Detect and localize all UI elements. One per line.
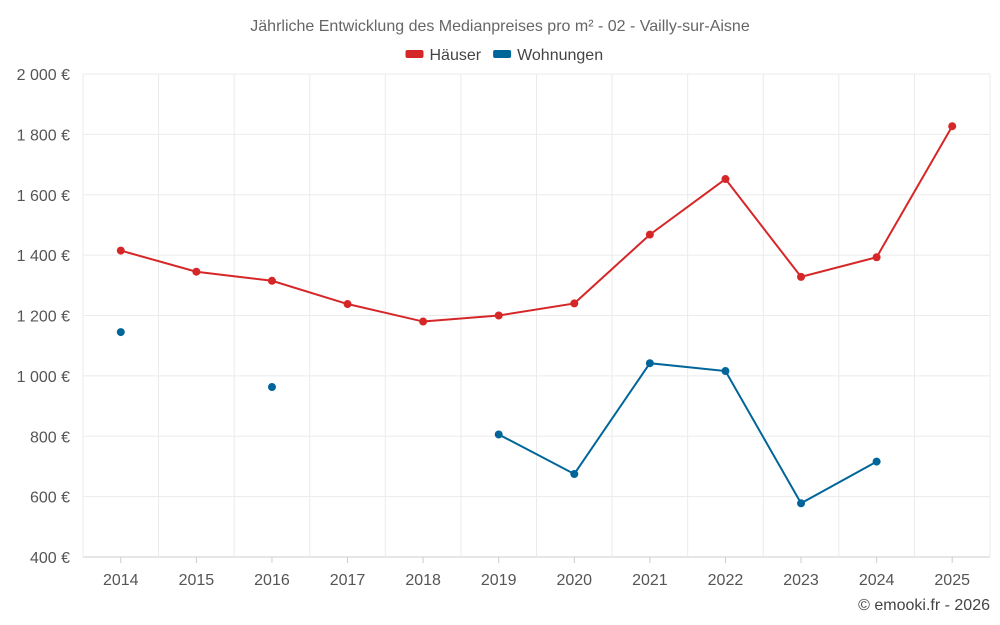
y-tick-label: 1 200 € bbox=[17, 309, 70, 326]
x-tick-label: 2018 bbox=[405, 572, 441, 589]
x-tick-label: 2020 bbox=[556, 572, 592, 589]
series-line bbox=[120, 125, 954, 323]
data-point[interactable] bbox=[645, 230, 654, 239]
legend[interactable]: Häuser Wohnungen bbox=[405, 47, 604, 64]
data-point[interactable] bbox=[721, 367, 730, 376]
x-tick-label: 2014 bbox=[103, 572, 139, 589]
x-tick-label: 2022 bbox=[708, 572, 744, 589]
data-point[interactable] bbox=[267, 276, 276, 285]
x-tick-label: 2024 bbox=[859, 572, 895, 589]
x-tick-label: 2017 bbox=[330, 572, 366, 589]
data-point[interactable] bbox=[192, 267, 201, 276]
y-axis-ticks: 400 € 600 € 800 € 1 000 € 1 200 € 1 400 € 1 60… bbox=[17, 67, 70, 567]
data-point[interactable] bbox=[267, 383, 276, 392]
x-tick-label: 2016 bbox=[254, 572, 290, 589]
data-point[interactable] bbox=[797, 499, 806, 508]
data-point[interactable] bbox=[116, 328, 125, 337]
data-point[interactable] bbox=[797, 272, 806, 281]
data-point[interactable] bbox=[721, 175, 730, 184]
y-tick-label: 800 € bbox=[30, 429, 70, 446]
data-point[interactable] bbox=[645, 359, 654, 368]
x-tick-label: 2019 bbox=[481, 572, 517, 589]
data-point[interactable] bbox=[116, 246, 125, 255]
data-point[interactable] bbox=[948, 122, 957, 131]
data-point[interactable] bbox=[872, 253, 881, 262]
series-häuser bbox=[116, 122, 957, 326]
data-point[interactable] bbox=[570, 299, 579, 308]
data-point[interactable] bbox=[872, 457, 881, 466]
x-tick-label: 2025 bbox=[934, 572, 970, 589]
legend-label: Wohnungen bbox=[517, 47, 603, 64]
series-wohnungen bbox=[116, 328, 881, 508]
x-axis-ticks: 2014 2015 2016 2017 2018 2019 2020 2021 2022 2023… bbox=[103, 557, 970, 589]
data-point[interactable] bbox=[419, 317, 428, 326]
y-tick-label: 1 000 € bbox=[17, 369, 70, 386]
legend-swatch bbox=[405, 50, 424, 58]
data-point[interactable] bbox=[570, 469, 579, 478]
data-point[interactable] bbox=[494, 311, 503, 320]
x-tick-label: 2021 bbox=[632, 572, 668, 589]
y-tick-label: 1 600 € bbox=[17, 188, 70, 205]
series-layer bbox=[116, 122, 957, 508]
grid bbox=[82, 73, 991, 558]
y-tick-label: 2 000 € bbox=[17, 67, 70, 84]
chart-title: Jährliche Entwicklung des Medianpreises … bbox=[250, 18, 750, 35]
legend-label: Häuser bbox=[430, 47, 482, 64]
legend-item-häuser[interactable]: Häuser bbox=[405, 47, 482, 64]
y-tick-label: 1 400 € bbox=[17, 248, 70, 265]
x-tick-label: 2023 bbox=[783, 572, 819, 589]
data-point[interactable] bbox=[494, 430, 503, 439]
y-tick-label: 1 800 € bbox=[17, 127, 70, 144]
x-tick-label: 2015 bbox=[179, 572, 215, 589]
legend-item-wohnungen[interactable]: Wohnungen bbox=[493, 47, 603, 64]
legend-swatch bbox=[493, 50, 512, 58]
y-tick-label: 600 € bbox=[30, 490, 70, 507]
data-point[interactable] bbox=[343, 300, 352, 309]
credit-text: © emooki.fr - 2026 bbox=[858, 597, 990, 614]
y-tick-label: 400 € bbox=[30, 550, 70, 567]
series-line bbox=[498, 362, 878, 505]
